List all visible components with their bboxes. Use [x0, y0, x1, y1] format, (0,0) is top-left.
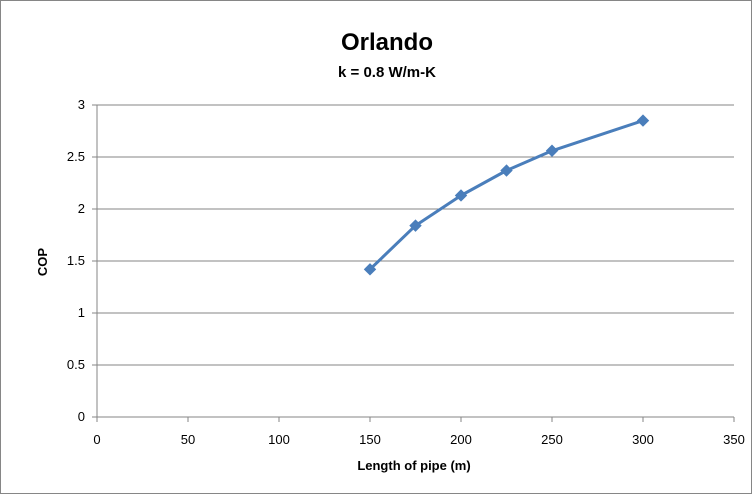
y-tick-label: 3 — [78, 97, 85, 112]
axes — [92, 104, 735, 422]
y-tick-label: 0 — [78, 409, 85, 424]
chart-title: Orlando — [341, 29, 433, 56]
series-line — [368, 119, 645, 271]
data-point-marker — [409, 219, 422, 232]
x-tick-label: 350 — [723, 432, 745, 447]
data-point-marker — [545, 144, 559, 157]
y-tick-label: 1.5 — [67, 253, 85, 268]
y-tick-label: 2.5 — [67, 149, 85, 164]
x-axis-label: Length of pipe (m) — [357, 458, 470, 473]
gridlines — [97, 104, 734, 366]
y-tick-labels: 0 0.5 1 1.5 2 2.5 3 — [67, 97, 85, 424]
y-tick-label: 1 — [78, 305, 85, 320]
y-tick-label: 2 — [78, 201, 85, 216]
x-tick-label: 150 — [359, 432, 381, 447]
y-tick-label: 0.5 — [67, 357, 85, 372]
data-point-marker — [636, 114, 650, 127]
chart-subtitle: k = 0.8 W/m-K — [338, 64, 436, 81]
x-tick-label: 50 — [181, 432, 195, 447]
x-tick-labels: 0 50 100 150 200 250 300 350 — [93, 432, 744, 447]
x-tick-label: 250 — [541, 432, 563, 447]
x-tick-label: 100 — [268, 432, 290, 447]
x-tick-label: 0 — [93, 432, 100, 447]
data-point-marker — [500, 164, 513, 177]
data-point-marker — [454, 189, 468, 202]
series-cop — [363, 114, 650, 276]
y-axis-label: COP — [35, 248, 50, 277]
x-tick-label: 300 — [632, 432, 654, 447]
data-point-marker — [363, 263, 377, 276]
x-tick-label: 200 — [450, 432, 472, 447]
